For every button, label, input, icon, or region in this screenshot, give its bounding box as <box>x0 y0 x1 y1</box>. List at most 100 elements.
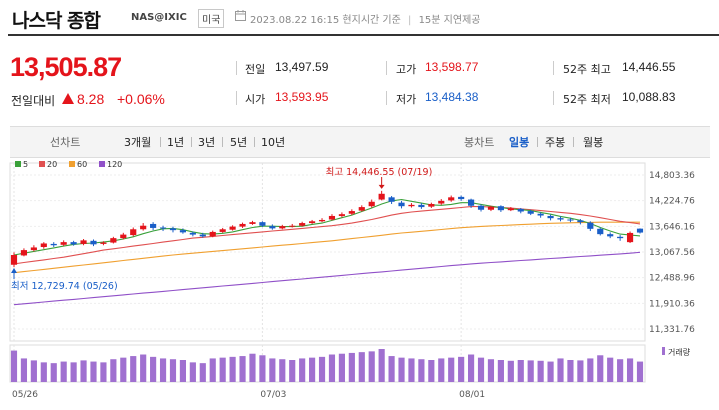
candle-body <box>30 247 37 251</box>
candle-body <box>159 227 167 229</box>
candle-body <box>487 206 495 210</box>
volume-bar <box>159 358 167 382</box>
volume-legend-swatch <box>662 347 665 355</box>
candle-body <box>597 228 604 235</box>
candle-body <box>90 240 97 245</box>
volume-bar <box>150 356 157 382</box>
candle-body <box>378 193 385 200</box>
x-tick-label: 08/01 <box>459 390 485 400</box>
volume-bar <box>229 356 236 382</box>
low-value: 13,484.38 <box>425 90 479 104</box>
toolbar-divider <box>537 137 538 147</box>
datetime-text: 2023.08.22 16:15 현지시간 기준 <box>250 15 401 26</box>
legend-label: 60 <box>77 160 87 169</box>
weekly-candle-button[interactable]: 주봉 <box>545 136 566 149</box>
candle-body <box>189 232 196 235</box>
legend-swatch <box>69 161 75 167</box>
period-3m-button[interactable]: 3개월 <box>124 136 152 149</box>
candle-body <box>587 222 594 229</box>
volume-bar <box>477 357 485 382</box>
low52-label: 52주 최저 <box>563 93 611 106</box>
volume-bar <box>90 361 97 382</box>
volume-bar <box>120 357 127 382</box>
candle-body <box>20 250 28 256</box>
daily-candle-button[interactable]: 일봉 <box>509 136 530 149</box>
candle-body <box>110 238 117 243</box>
volume-bar <box>338 353 345 382</box>
volume-bar <box>328 354 336 382</box>
legend-label: 20 <box>47 160 57 169</box>
toolbar-divider <box>191 137 192 147</box>
candle-body <box>80 240 87 244</box>
monthly-candle-button[interactable]: 월봉 <box>583 136 604 149</box>
candle-body <box>557 218 564 220</box>
y-tick-label: 12,488.96 <box>649 274 695 284</box>
candle-body <box>70 242 77 245</box>
candle-body <box>408 204 415 207</box>
x-tick-label: 05/26 <box>12 390 38 400</box>
change-percent: +0.06% <box>117 91 165 107</box>
period-3y-button[interactable]: 3년 <box>198 136 216 149</box>
prev-close-label: 전일 <box>245 63 266 76</box>
candle-body <box>140 225 147 230</box>
candle-body <box>547 215 554 219</box>
candle-body <box>179 230 187 233</box>
high52-label: 52주 최고 <box>563 63 611 76</box>
volume-bar <box>10 350 18 382</box>
period-5y-button[interactable]: 5년 <box>230 136 248 149</box>
candle-body <box>60 242 67 245</box>
volume-bar <box>140 354 147 382</box>
candle-body <box>467 199 475 206</box>
ma120-line <box>13 251 641 306</box>
candle-body <box>537 213 544 216</box>
delay-notice: 15분 지연제공 <box>418 15 481 26</box>
index-code: NAS@IXIC <box>131 12 187 23</box>
volume-bar <box>189 362 196 382</box>
candle-body <box>289 225 296 227</box>
stat-divider <box>386 91 387 105</box>
low52-value: 10,088.83 <box>622 90 676 104</box>
low-annotation: 최저 12,729.74 (05/26) <box>11 281 118 292</box>
volume-bar <box>299 358 306 382</box>
candle-body <box>209 231 216 237</box>
volume-bar <box>587 358 594 382</box>
volume-label: 거래량 <box>668 347 691 357</box>
index-title: 나스닥 종합 <box>12 10 101 32</box>
volume-bar <box>50 363 57 382</box>
candle-body <box>309 221 316 224</box>
header-divider <box>8 34 719 36</box>
candle-body <box>358 207 365 211</box>
candle-body <box>626 232 634 243</box>
candle-body <box>458 196 465 200</box>
period-10y-button[interactable]: 10년 <box>261 136 286 149</box>
stat-divider <box>386 61 387 75</box>
candle-body <box>497 206 504 211</box>
candle-body <box>50 243 57 246</box>
toolbar-divider <box>222 137 223 147</box>
candle-body <box>239 223 246 227</box>
volume-bar <box>507 360 514 382</box>
volume-bar <box>607 357 614 382</box>
volume-bar <box>517 360 524 382</box>
volume-bar <box>259 355 266 382</box>
low-arrow-head <box>11 267 17 273</box>
high-label: 고가 <box>396 63 417 76</box>
high-value: 13,598.77 <box>425 60 479 74</box>
volume-bar <box>309 357 316 382</box>
change-value: 8.28 <box>77 91 105 107</box>
candle-body <box>229 226 236 230</box>
volume-bar <box>547 361 554 382</box>
y-tick-label: 14,224.76 <box>649 197 695 207</box>
volume-bar <box>239 356 246 382</box>
candle-body <box>10 254 18 265</box>
y-tick-label: 11,910.36 <box>649 299 695 309</box>
candle-body <box>338 214 345 216</box>
legend-label: 5 <box>23 160 28 169</box>
period-1y-button[interactable]: 1년 <box>167 136 185 149</box>
volume-bar <box>626 358 634 382</box>
change-label: 전일대비 <box>11 94 56 108</box>
volume-bar <box>209 358 216 382</box>
ma60-line <box>13 221 640 274</box>
volume-bar <box>110 359 117 382</box>
volume-bar <box>467 354 475 382</box>
